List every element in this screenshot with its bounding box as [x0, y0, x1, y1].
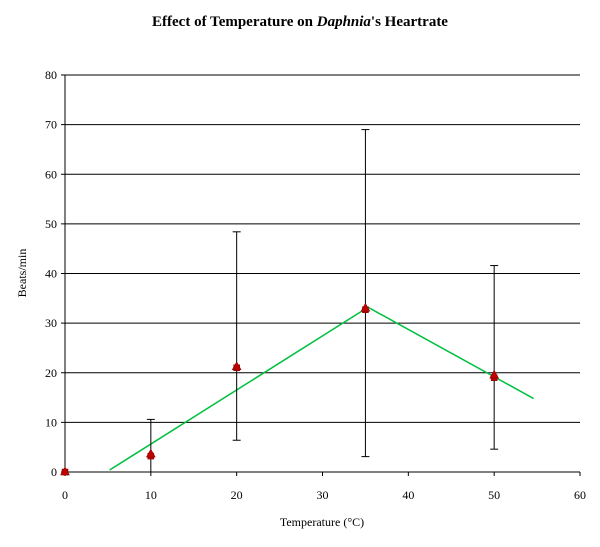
x-tick-label-40: 40 — [402, 488, 414, 502]
y-tick-label-70: 70 — [45, 118, 57, 132]
x-tick-label-50: 50 — [488, 488, 500, 502]
x-tick-label-30: 30 — [317, 488, 329, 502]
point-triangle-50 — [489, 369, 500, 379]
trendline-1 — [109, 306, 369, 471]
y-tick-label-60: 60 — [45, 167, 57, 181]
y-tick-label-20: 20 — [45, 366, 57, 380]
y-tick-label-40: 40 — [45, 267, 57, 281]
chart-title-part-2: Daphnia — [316, 14, 371, 30]
point-triangle-20 — [231, 361, 242, 371]
y-tick-label-80: 80 — [45, 68, 57, 82]
x-axis-ticks: 0 10 20 30 40 50 60 — [62, 472, 586, 502]
x-tick-label-0: 0 — [62, 488, 68, 502]
error-bars — [146, 129, 499, 472]
y-tick-label-0: 0 — [51, 465, 57, 479]
point-triangle-10 — [145, 448, 156, 458]
y-tick-label-30: 30 — [45, 316, 57, 330]
gridlines — [65, 74, 580, 423]
x-axis-label: Temperature (°C) — [280, 515, 364, 529]
x-tick-label-20: 20 — [231, 488, 243, 502]
trendlines — [109, 306, 535, 471]
chart-title: Effect of Temperature on Daphnia's Heart… — [0, 14, 600, 31]
trendline-2 — [367, 306, 535, 400]
data-points — [60, 302, 500, 476]
point-triangle-35 — [360, 302, 371, 312]
y-axis-label: Beats/min — [15, 249, 29, 298]
y-tick-label-10: 10 — [45, 415, 57, 429]
point-triangle-0 — [60, 466, 70, 476]
chart-title-part-3: 's Heartrate — [370, 14, 448, 30]
chart-title-part-1: Effect of Temperature on — [152, 14, 317, 30]
x-tick-label-10: 10 — [145, 488, 157, 502]
y-axis-ticks: 0 10 20 30 40 50 60 70 80 — [45, 68, 65, 479]
y-tick-label-50: 50 — [45, 217, 57, 231]
x-tick-label-60: 60 — [574, 488, 586, 502]
